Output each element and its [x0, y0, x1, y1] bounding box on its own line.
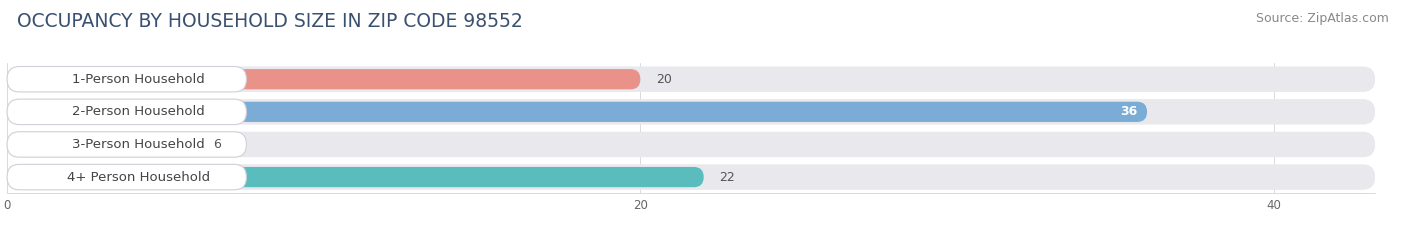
FancyBboxPatch shape [7, 102, 1147, 122]
FancyBboxPatch shape [7, 134, 197, 154]
Text: 3-Person Household: 3-Person Household [72, 138, 205, 151]
FancyBboxPatch shape [7, 164, 246, 190]
FancyBboxPatch shape [7, 132, 1375, 157]
Text: 22: 22 [720, 171, 735, 184]
FancyBboxPatch shape [7, 66, 246, 92]
FancyBboxPatch shape [7, 167, 704, 187]
FancyBboxPatch shape [7, 66, 1375, 92]
Text: 2-Person Household: 2-Person Household [72, 105, 205, 118]
FancyBboxPatch shape [7, 69, 640, 89]
Text: 4+ Person Household: 4+ Person Household [67, 171, 211, 184]
FancyBboxPatch shape [7, 99, 1375, 125]
FancyBboxPatch shape [7, 99, 246, 125]
Text: Source: ZipAtlas.com: Source: ZipAtlas.com [1256, 12, 1389, 25]
Text: 20: 20 [657, 73, 672, 86]
Text: 36: 36 [1121, 105, 1137, 118]
Text: 1-Person Household: 1-Person Household [72, 73, 205, 86]
FancyBboxPatch shape [7, 132, 246, 157]
FancyBboxPatch shape [7, 164, 1375, 190]
Text: OCCUPANCY BY HOUSEHOLD SIZE IN ZIP CODE 98552: OCCUPANCY BY HOUSEHOLD SIZE IN ZIP CODE … [17, 12, 523, 31]
Text: 6: 6 [212, 138, 221, 151]
